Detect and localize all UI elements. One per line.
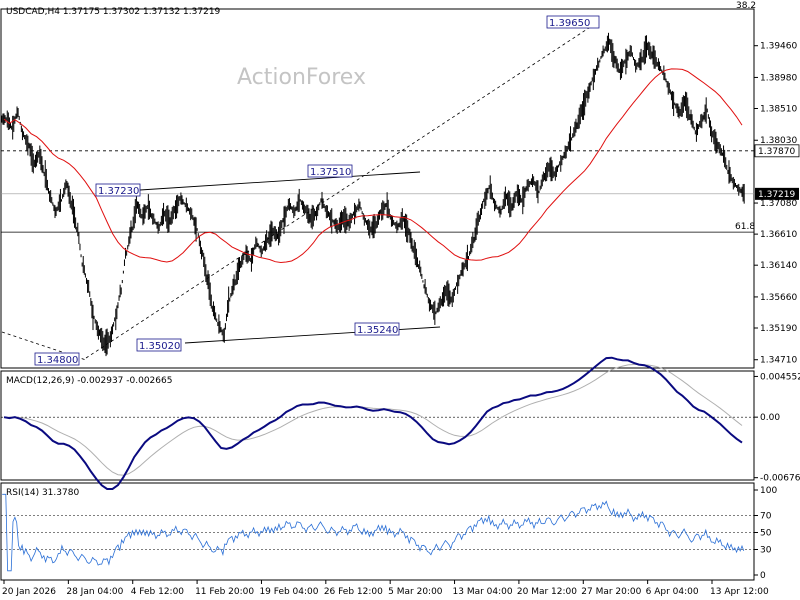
rsi-axis-label: 50 — [760, 529, 772, 539]
macd-signal-line — [3, 364, 743, 476]
x-axis-label: 6 Apr 04:00 — [646, 587, 699, 597]
main-panel-title: USDCAD,H4 1.37175 1.37302 1.37132 1.3721… — [6, 7, 221, 17]
price-annotation-label: 1.39650 — [549, 18, 590, 29]
rsi-axis-label: 0 — [760, 571, 766, 581]
price-axis-label: 1.34710 — [760, 356, 797, 366]
price-annotation-box — [307, 164, 353, 178]
fib-38-label: 38.2 — [736, 1, 756, 11]
level-label-box — [754, 144, 800, 158]
macd-panel-frame — [0, 370, 755, 481]
rsi-line — [2, 493, 745, 572]
price-annotation-label: 1.35020 — [139, 341, 180, 352]
price-axis-label: 1.38510 — [760, 105, 797, 115]
trendline-rising-dashed — [85, 21, 599, 359]
x-axis-label: 11 Feb 20:00 — [195, 587, 254, 597]
x-axis-label: 26 Feb 12:00 — [324, 587, 383, 597]
x-axis-label: 20 Mar 12:00 — [517, 587, 577, 597]
x-axis-label: 20 Jan 2026 — [2, 587, 56, 597]
macd-line — [3, 356, 743, 490]
current-price-label: 1.37219 — [758, 190, 795, 200]
trendline-upper — [139, 171, 421, 191]
price-axis-label: 1.36140 — [760, 261, 797, 271]
watermark-text: ActionForex — [237, 65, 366, 90]
price-annotation-box — [354, 322, 400, 336]
price-annotation-label: 1.35240 — [357, 325, 398, 336]
rsi-axis-label: 30 — [760, 546, 772, 556]
level-label: 1.37870 — [758, 147, 795, 157]
x-axis-label: 28 Jan 04:00 — [66, 587, 123, 597]
macd-axis-label: 0.004552 — [760, 372, 800, 382]
price-annotation-label: 1.37230 — [98, 186, 139, 197]
moving-average-line — [3, 68, 743, 264]
x-axis-label: 5 Mar 20:00 — [388, 587, 443, 597]
price-axis-label: 1.38030 — [760, 136, 797, 146]
price-axis-label: 1.39460 — [760, 42, 797, 52]
x-axis-label: 13 Mar 04:00 — [453, 587, 513, 597]
price-axis-label: 1.38980 — [760, 73, 797, 83]
price-annotation-box — [546, 15, 600, 29]
rsi-axis-label: 100 — [760, 486, 777, 496]
macd-axis-label: -0.006764 — [760, 474, 800, 484]
x-axis-label: 19 Feb 04:00 — [259, 587, 318, 597]
price-axis-label: 1.35660 — [760, 293, 797, 303]
rsi-panel-title: RSI(14) 31.3780 — [6, 488, 79, 498]
price-annotation-box — [136, 338, 182, 352]
fib-61-label: 61.8 — [735, 222, 755, 232]
x-axis-label: 27 Mar 20:00 — [581, 587, 641, 597]
current-price-box — [755, 187, 799, 200]
macd-axis-label: 0.00 — [760, 413, 780, 423]
price-annotation-label: 1.37510 — [310, 167, 351, 178]
rsi-axis-label: 70 — [760, 512, 772, 522]
x-axis-label: 13 Apr 12:00 — [710, 587, 769, 597]
x-axis-label: 4 Feb 12:00 — [131, 587, 185, 597]
price-annotation-box — [95, 183, 141, 197]
rsi-panel-frame — [0, 482, 755, 581]
macd-panel-title: MACD(12,26,9) -0.002937 -0.002665 — [6, 376, 172, 386]
price-axis-label: 1.35190 — [760, 324, 797, 334]
price-annotation-box — [34, 352, 80, 366]
price-annotation-label: 1.34800 — [37, 355, 78, 366]
price-axis-label: 1.37080 — [760, 199, 797, 209]
price-axis-label: 1.36610 — [760, 230, 797, 240]
